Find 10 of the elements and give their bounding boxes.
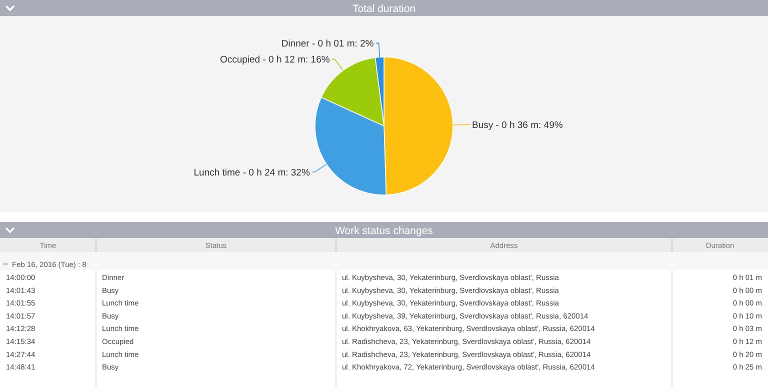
data-label: - 0 h 36 m: 49%: [493, 120, 564, 132]
data-label: - 0 h 01 m: 2%: [309, 38, 374, 50]
slice-label: Busy: [472, 120, 494, 132]
text: Work status changes: [335, 225, 433, 237]
chart-title: Total duration: [352, 3, 416, 15]
slice-label: Occupied: [220, 54, 260, 66]
data-label: - 0 h 12 m: 16%: [260, 54, 330, 66]
slice-label: Lunch time: [194, 167, 240, 178]
slice-label: Dinner: [281, 38, 310, 50]
data-label: - 0 h 24 m: 32%: [240, 167, 310, 178]
